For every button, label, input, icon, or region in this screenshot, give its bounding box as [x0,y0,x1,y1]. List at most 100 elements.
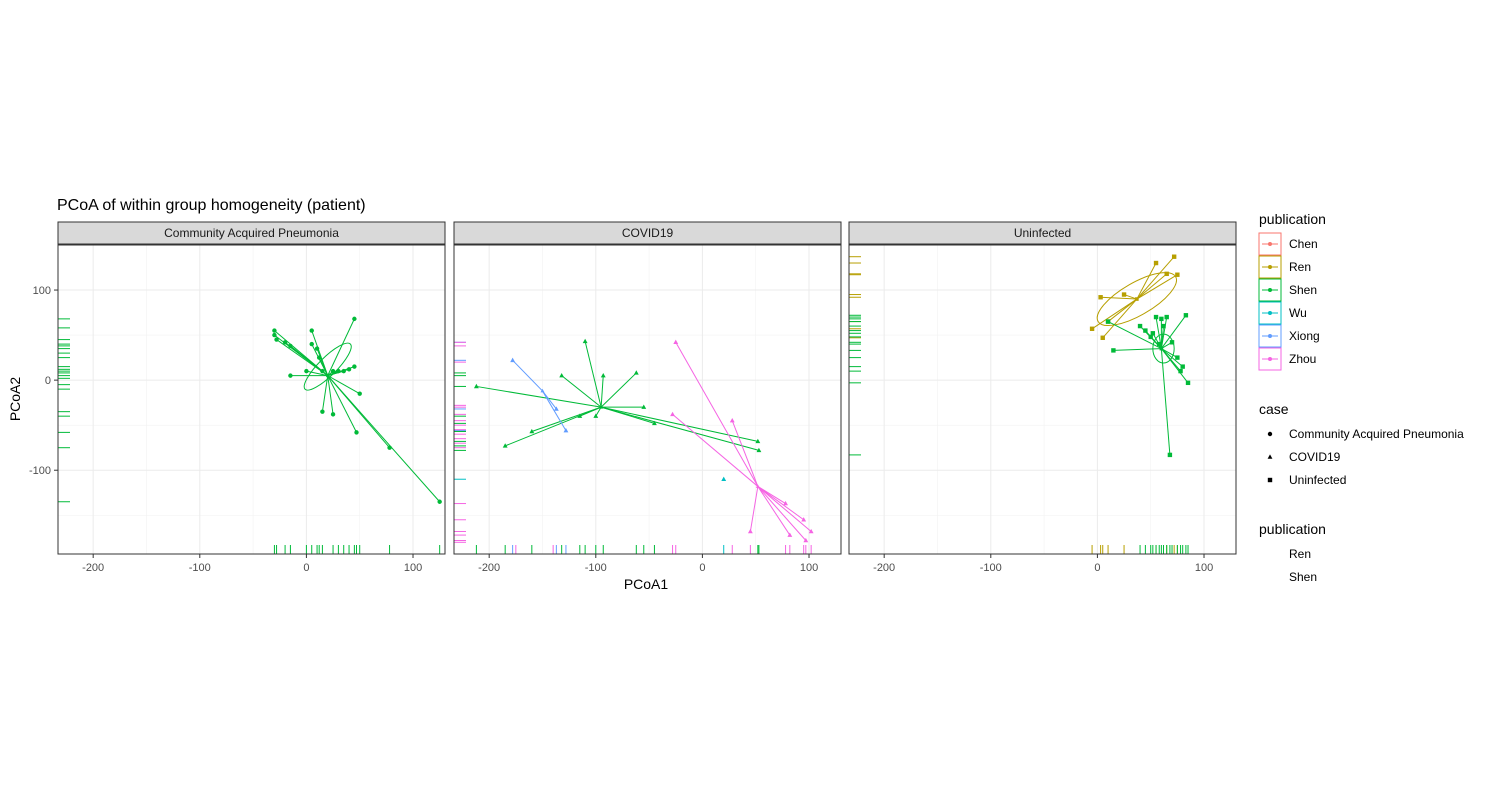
data-point [282,340,288,345]
x-tick-label: -100 [189,562,211,574]
data-point [529,428,535,434]
data-point [1153,314,1159,320]
data-point [1159,316,1164,322]
centroid-point [721,477,726,481]
data-point [747,528,753,534]
legend-shape-key [1267,477,1273,483]
data-point [577,413,583,418]
spider-line [579,406,602,417]
spider-line [1107,298,1138,322]
data-point [600,372,606,378]
spider-line [476,385,602,408]
data-point [304,368,309,374]
data-point [288,343,293,349]
data-point [1185,380,1191,386]
data-point [1100,335,1105,340]
legend-block: publication Ren Shen [1259,521,1326,584]
data-point [309,341,314,347]
legend-label: COVID19 [1289,450,1341,464]
panel-border [57,244,446,555]
data-point [1150,331,1156,336]
legend-shape-key [1267,431,1273,437]
panel-background [58,245,445,554]
grid [454,245,841,554]
legend-title: case [1259,401,1289,417]
legend-label: Ren [1289,260,1311,274]
legend-title: publication [1259,211,1326,227]
data-point [582,338,588,344]
grid [58,245,445,554]
data-point [673,339,679,345]
legend: publication Chen Ren Shen Wu Xiong Zhou caseCom… [1258,211,1464,584]
data-point [641,404,647,409]
centroid-point [1159,346,1164,351]
data-point [316,355,322,360]
spider-line [757,486,807,541]
x-tick-label: 100 [800,562,818,574]
x-tick-label: -100 [980,562,1002,574]
data-point [1137,323,1143,329]
data-point [1175,355,1180,360]
facet-strip-label: COVID19 [622,226,674,240]
data-point [314,346,320,351]
spider-line [1160,314,1187,349]
spider-line [1136,256,1175,300]
spider-line [600,375,604,408]
y-tick-label: 0 [45,375,51,387]
x-tick-label: 100 [404,562,422,574]
legend-label: Chen [1289,237,1318,251]
legend-key-point [1268,357,1272,361]
spider-line [731,420,759,487]
panel-1: COVID19 -200 -100 0 100 [453,221,842,574]
centroid-point [325,373,330,378]
spider-line [757,486,804,521]
panel-background [849,245,1236,554]
spider-line [512,359,543,392]
data-point [652,420,657,426]
legend-label: Ren [1289,547,1311,561]
spider-line [1136,274,1178,300]
spider-line [749,486,759,532]
data-point [1089,326,1095,331]
data-point [357,391,362,396]
centroid-point [599,404,604,409]
legend-label: Community Acquired Pneumonia [1289,427,1464,441]
data-point [387,445,392,450]
spider-line [1102,298,1138,339]
legend-key-point [1268,288,1272,292]
legend-key-point [1268,265,1272,269]
data-point [1098,295,1103,300]
data-point [553,406,559,411]
spider-line [1161,348,1178,359]
spider-line [601,406,758,442]
spider-line [306,370,328,377]
grid [849,245,1236,554]
data-point [1183,313,1189,318]
data-point [354,430,359,435]
spider-line [1136,273,1168,300]
spider-line [276,339,329,377]
data-point [1105,319,1111,324]
legend-title: publication [1259,521,1326,537]
spider-line [327,375,357,433]
x-tick-label: -200 [478,562,500,574]
spider-line [672,413,759,487]
legend-key-point [1268,242,1272,246]
legend-label: Xiong [1289,329,1320,343]
spider-line [327,375,334,415]
spider-line [561,375,602,408]
data-point [330,368,336,374]
facet-strip-label: Community Acquired Pneumonia [164,226,339,240]
spider-line [327,375,441,503]
x-tick-label: 0 [699,562,705,574]
data-point [1157,341,1162,347]
facet-strip [57,221,446,245]
data-point [808,528,814,534]
x-tick-label: 0 [303,562,309,574]
spider-line [531,406,602,432]
legend-label: Shen [1289,570,1317,584]
data-point [510,357,516,363]
spider-line [1161,348,1184,367]
spider-line [595,406,602,417]
